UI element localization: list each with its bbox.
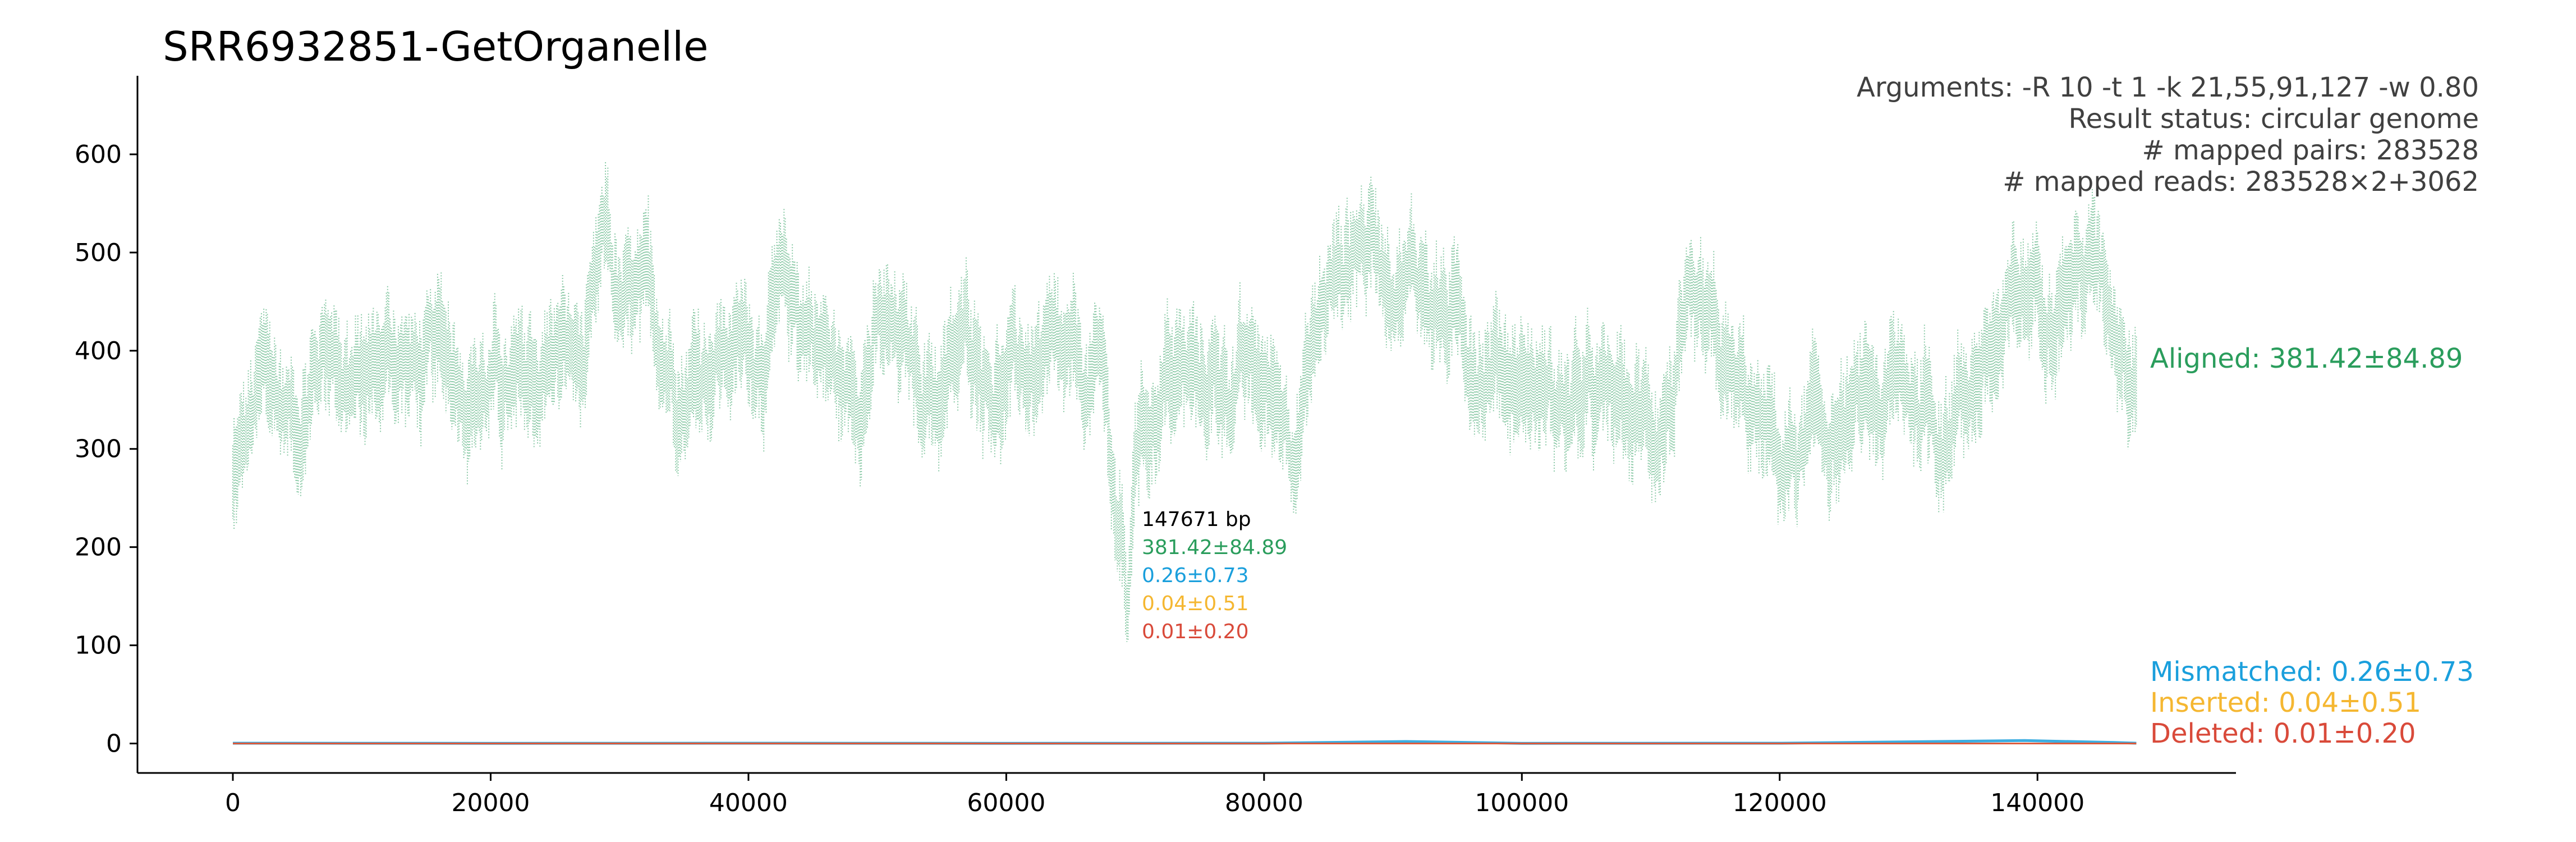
y-tick-label: 400 [75, 337, 122, 365]
x-tick-label: 20000 [451, 789, 530, 817]
y-tick-label: 200 [75, 533, 122, 562]
chart-title: SRR6932851-GetOrganelle [163, 23, 708, 70]
y-tick-label: 0 [106, 730, 122, 758]
plot-area: 0 20000 40000 60000 80000 100000 120000 140000 … [75, 76, 2236, 817]
info-result-status: Result status: circular genome [2068, 103, 2479, 135]
x-tick-label: 40000 [709, 789, 788, 817]
legend-mismatched: Mismatched: 0.26±0.73 [2150, 656, 2474, 688]
center-deleted-label: 0.01±0.20 [1142, 620, 1248, 643]
legend: Aligned: 381.42±84.89 Mismatched: 0.26±0… [2150, 343, 2474, 749]
x-axis-ticks: 0 20000 40000 60000 80000 100000 120000 140000 [225, 773, 2084, 817]
info-mapped-reads: # mapped reads: 283528×2+3062 [2003, 166, 2479, 198]
y-tick-label: 300 [75, 435, 122, 464]
center-annotation: 147671 bp 381.42±84.89 0.26±0.73 0.04±0.… [1142, 508, 1287, 643]
legend-inserted: Inserted: 0.04±0.51 [2150, 687, 2421, 719]
info-arguments: Arguments: -R 10 -t 1 -k 21,55,91,127 -w… [1857, 72, 2479, 103]
y-tick-label: 100 [75, 632, 122, 660]
y-tick-label: 600 [75, 140, 122, 169]
x-tick-label: 140000 [1990, 789, 2084, 817]
x-tick-label: 80000 [1225, 789, 1303, 817]
aligned-coverage-dots [232, 162, 2137, 642]
x-tick-label: 60000 [967, 789, 1045, 817]
legend-aligned: Aligned: 381.42±84.89 [2150, 343, 2463, 374]
x-tick-label: 120000 [1733, 789, 1827, 817]
center-mismatched-label: 0.26±0.73 [1142, 564, 1248, 587]
legend-deleted: Deleted: 0.01±0.20 [2150, 718, 2416, 749]
y-axis-ticks: 0 100 200 300 400 500 600 [75, 140, 137, 758]
center-length-label: 147671 bp [1142, 508, 1251, 531]
x-tick-label: 0 [225, 789, 241, 817]
center-aligned-label: 381.42±84.89 [1142, 536, 1287, 559]
series-lines [232, 739, 2137, 745]
center-inserted-label: 0.04±0.51 [1142, 592, 1248, 615]
y-tick-label: 500 [75, 239, 122, 267]
info-mapped-pairs: # mapped pairs: 283528 [2142, 135, 2479, 166]
info-box: Arguments: -R 10 -t 1 -k 21,55,91,127 -w… [1857, 72, 2479, 198]
x-tick-label: 100000 [1475, 789, 1569, 817]
